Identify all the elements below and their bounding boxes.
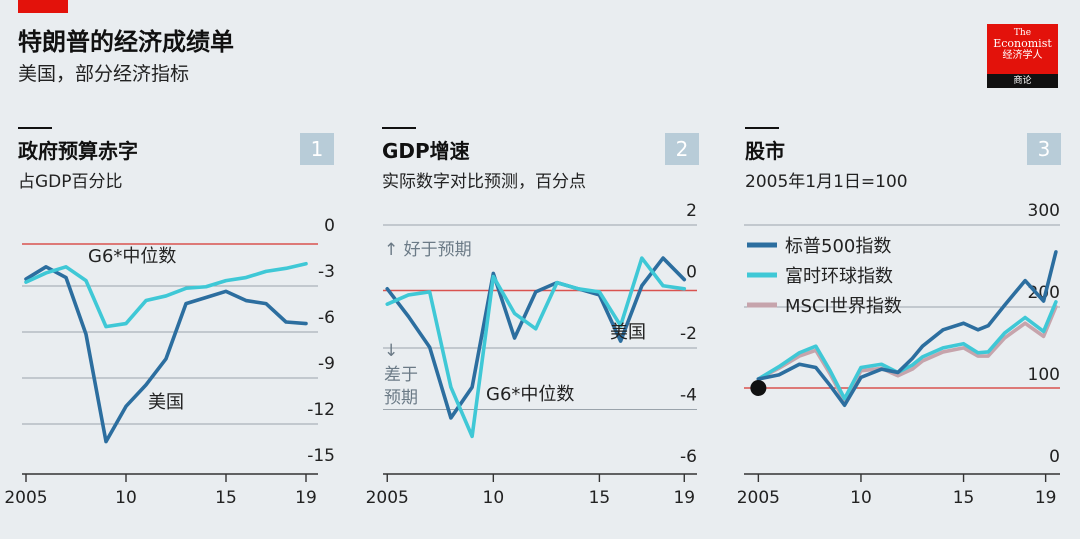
y-tick-label: -15 bbox=[307, 446, 335, 466]
label-down-arrow: ↓ bbox=[384, 341, 398, 361]
panel-subtitle: 实际数字对比预测，百分点 bbox=[382, 172, 586, 192]
y-tick-label: 0 bbox=[1049, 447, 1060, 467]
label-us: 美国 bbox=[148, 392, 184, 413]
panel-subtitle: 2005年1月1日=100 bbox=[745, 172, 908, 192]
label-g6-median: G6*中位数 bbox=[88, 246, 176, 267]
series-line-1 bbox=[24, 264, 308, 444]
start-point bbox=[750, 380, 767, 396]
page-title: 特朗普的经济成绩单 bbox=[18, 28, 234, 56]
y-tick-label: 0 bbox=[324, 216, 335, 236]
legend-label: MSCI世界指数 bbox=[785, 296, 902, 317]
series-line-1 bbox=[385, 256, 687, 420]
x-tick-label: 10 bbox=[850, 488, 872, 508]
panel-number-box bbox=[300, 133, 334, 165]
logo-line-2: Economist bbox=[993, 37, 1052, 50]
y-tick-label: -2 bbox=[680, 324, 697, 344]
y-tick-label: 300 bbox=[1028, 201, 1060, 221]
x-tick-label: 19 bbox=[1035, 488, 1057, 508]
x-tick-label: 19 bbox=[295, 488, 317, 508]
y-tick-label: 100 bbox=[1028, 365, 1060, 385]
panel-number: 2 bbox=[676, 137, 689, 161]
y-tick-label: -6 bbox=[318, 308, 335, 328]
logo-line-4: 商论 bbox=[987, 74, 1058, 88]
label-than-expected: 预期 bbox=[384, 388, 418, 408]
panel-subtitle: 占GDP百分比 bbox=[18, 172, 123, 192]
economist-logo: The Economist 经济学人 商论 bbox=[987, 24, 1058, 88]
panel-number-box bbox=[1027, 133, 1061, 165]
panel-number: 3 bbox=[1038, 137, 1051, 161]
y-tick-label: -9 bbox=[318, 354, 335, 374]
brand-bar bbox=[18, 0, 68, 13]
panel-title: 政府预算赤字 bbox=[18, 139, 138, 163]
y-tick-label: 0 bbox=[686, 263, 697, 283]
panel-number: 1 bbox=[311, 137, 324, 161]
x-tick-label: 2005 bbox=[4, 488, 47, 508]
logo-line-1: The bbox=[1013, 28, 1032, 38]
y-tick-label: -4 bbox=[680, 386, 697, 406]
y-tick-label: -12 bbox=[307, 400, 335, 420]
x-tick-label: 2005 bbox=[366, 488, 409, 508]
x-tick-label: 10 bbox=[115, 488, 137, 508]
y-tick-label: -3 bbox=[318, 262, 335, 282]
x-tick-label: 15 bbox=[215, 488, 237, 508]
panel-title: GDP增速 bbox=[382, 139, 470, 163]
series-line-1 bbox=[756, 305, 1058, 403]
label-better-than-expected: ↑ 好于预期 bbox=[384, 240, 472, 260]
x-tick-label: 15 bbox=[589, 488, 611, 508]
x-tick-label: 19 bbox=[673, 488, 695, 508]
series-line-3 bbox=[756, 250, 1058, 408]
logo-line-3: 经济学人 bbox=[1002, 50, 1043, 61]
label-us: 美国 bbox=[610, 322, 646, 343]
x-tick-label: 15 bbox=[953, 488, 975, 508]
panel-title: 股市 bbox=[745, 139, 785, 163]
x-tick-label: 10 bbox=[483, 488, 505, 508]
label-g6-median: G6*中位数 bbox=[486, 384, 574, 405]
legend-label: 富时环球指数 bbox=[785, 266, 893, 287]
series-line-2 bbox=[24, 261, 308, 329]
series-line-2 bbox=[756, 300, 1058, 401]
page-subtitle: 美国，部分经济指标 bbox=[18, 63, 190, 85]
y-tick-label: 2 bbox=[686, 201, 697, 221]
y-tick-label: -6 bbox=[680, 447, 697, 467]
legend-label: 标普500指数 bbox=[785, 236, 891, 257]
panel-number-box bbox=[665, 133, 699, 165]
x-tick-label: 2005 bbox=[737, 488, 780, 508]
series-line-2 bbox=[385, 256, 687, 439]
label-worse: 差于 bbox=[384, 365, 418, 385]
